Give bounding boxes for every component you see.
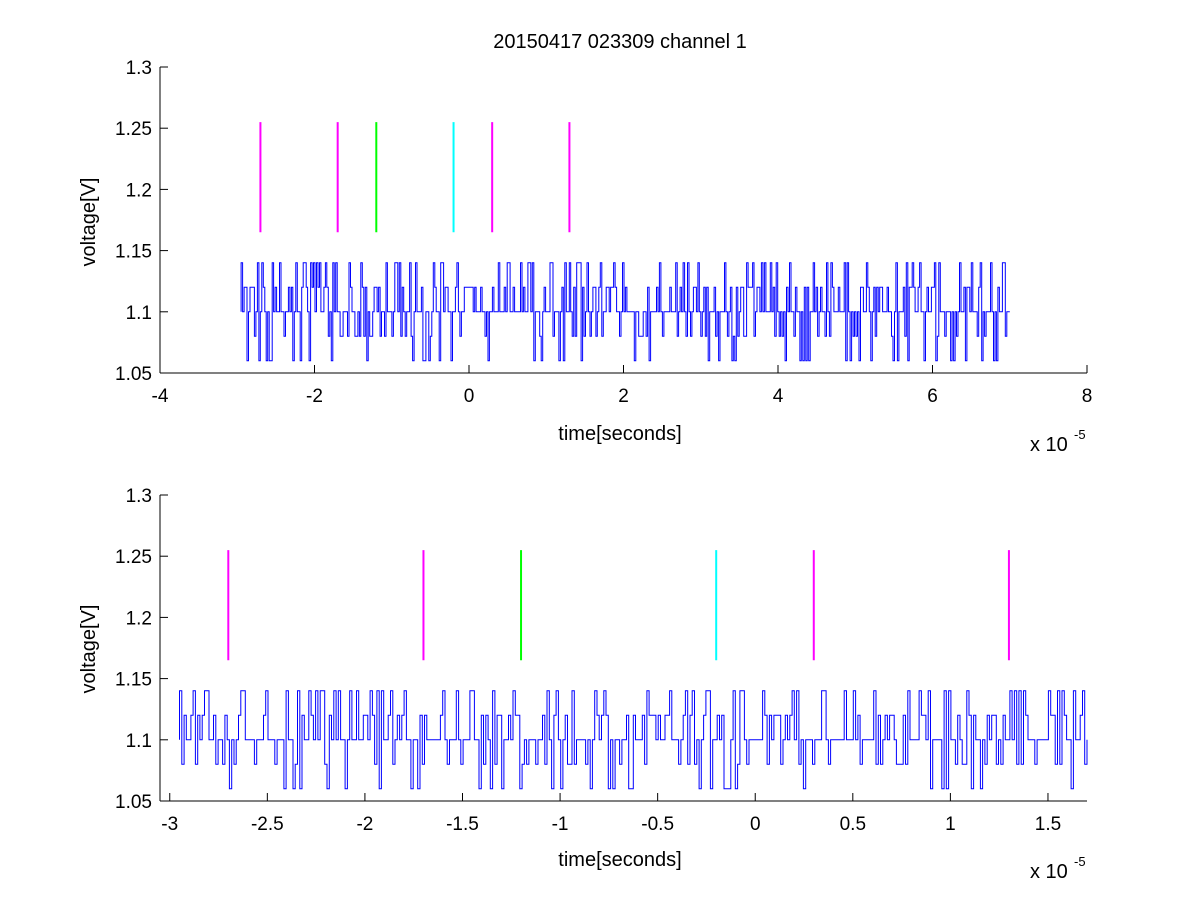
bottom-y-tick-label: 1.15 bbox=[115, 670, 152, 691]
top-x-tick-label: -4 bbox=[152, 386, 169, 407]
bottom-y-tick-label: 1.05 bbox=[115, 792, 152, 813]
bottom-x-tick-label: -1.5 bbox=[446, 814, 479, 835]
top-voltage-series bbox=[240, 262, 1010, 362]
bottom-x-tick-label: 1.5 bbox=[1035, 814, 1061, 835]
bottom-y-tick-label: 1.1 bbox=[126, 731, 152, 752]
bottom-plot-area: 1.05 1.1 1.15 1.2 1.25 1.3 -3 -2.5 -2 -1.5 -1 -0.5 0… bbox=[115, 486, 1088, 835]
top-x-multiplier: x 10 bbox=[1030, 434, 1068, 456]
top-x-axis-label: time[seconds] bbox=[558, 423, 681, 445]
bottom-y-tick-label: 1.25 bbox=[115, 547, 152, 568]
bottom-x-tick-label: -1 bbox=[552, 814, 569, 835]
top-y-tick-label: 1.2 bbox=[126, 180, 152, 201]
bottom-x-tick-label: 0 bbox=[750, 814, 761, 835]
top-y-tick-label: 1.3 bbox=[126, 58, 152, 79]
bottom-y-tick-label: 1.3 bbox=[126, 486, 152, 507]
bottom-chart: 1.05 1.1 1.15 1.2 1.25 1.3 -3 -2.5 -2 -1.5 -1 -0.5 0… bbox=[78, 486, 1088, 883]
top-plot-area: 1.05 1.1 1.15 1.2 1.25 1.3 -4 -2 0 2 4 6 8 bbox=[115, 58, 1092, 407]
top-y-tick-label: 1.25 bbox=[115, 119, 152, 140]
top-x-tick-label: 6 bbox=[927, 386, 938, 407]
bottom-x-tick-label: -0.5 bbox=[641, 814, 674, 835]
top-y-tick-label: 1.05 bbox=[115, 364, 152, 385]
chart-title: 20150417 023309 channel 1 bbox=[493, 31, 747, 53]
top-x-tick-label: 2 bbox=[618, 386, 629, 407]
bottom-x-tick-label: 0.5 bbox=[840, 814, 866, 835]
top-x-exponent: -5 bbox=[1074, 427, 1086, 442]
top-x-tick-label: 8 bbox=[1082, 386, 1093, 407]
bottom-x-tick-label: -2.5 bbox=[251, 814, 284, 835]
top-x-tick-label: 0 bbox=[464, 386, 475, 407]
top-x-tick-label: 4 bbox=[773, 386, 784, 407]
bottom-y-tick-label: 1.2 bbox=[126, 608, 152, 629]
top-chart: 20150417 023309 channel 1 1.05 1.1 1.15 1.2… bbox=[78, 31, 1092, 456]
top-x-tick-label: -2 bbox=[306, 386, 323, 407]
bottom-x-exponent: -5 bbox=[1074, 854, 1086, 869]
bottom-voltage-series bbox=[179, 690, 1088, 790]
bottom-x-tick-label: -3 bbox=[161, 814, 178, 835]
top-y-tick-label: 1.15 bbox=[115, 242, 152, 263]
bottom-x-tick-label: -2 bbox=[356, 814, 373, 835]
top-y-tick-label: 1.1 bbox=[126, 303, 152, 324]
bottom-x-multiplier: x 10 bbox=[1030, 861, 1068, 883]
top-y-axis-label: voltage[V] bbox=[78, 178, 100, 267]
bottom-y-axis-label: voltage[V] bbox=[78, 605, 100, 694]
bottom-x-axis-label: time[seconds] bbox=[558, 849, 681, 871]
bottom-x-tick-label: 1 bbox=[945, 814, 956, 835]
